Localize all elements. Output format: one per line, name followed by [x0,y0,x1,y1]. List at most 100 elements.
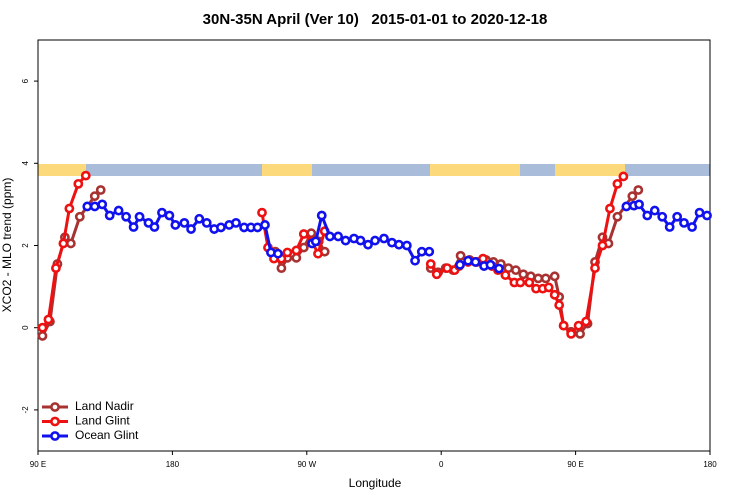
data-point [425,259,436,269]
land-band [262,164,312,176]
data-point [273,248,283,259]
data-point [370,235,380,246]
y-tick-label: 4 [21,161,30,166]
data-point [37,331,48,341]
data-point [355,235,366,246]
data-point [73,178,84,189]
land-band [555,164,625,176]
data-point [82,201,93,212]
data-point [679,217,689,228]
y-axis-label: XCO2 - MLO trend (ppm) [0,178,14,313]
data-point [485,259,496,270]
data-point [37,322,48,333]
y-tick-label: 0 [21,325,30,330]
data-point [134,211,145,222]
data-point [74,211,85,222]
data-point [510,265,521,276]
data-point [424,246,435,257]
x-tick-label: 180 [166,460,180,469]
data-point [605,203,615,214]
data-point [80,170,91,181]
data-point [51,263,61,274]
series-line [41,174,625,337]
land-band [38,164,86,176]
data-point [306,228,317,239]
data-point [540,273,551,284]
data-point [612,178,623,189]
data-point [186,224,196,234]
data-point [164,210,175,221]
x-tick-label: 180 [703,460,717,469]
data-point [89,191,100,202]
data-point [478,253,488,264]
data-point [149,222,160,232]
data-point [194,213,205,224]
data-point [657,211,668,222]
data-point [463,255,473,266]
data-point [58,238,69,249]
data-point [554,300,565,310]
data-point [687,222,697,232]
data-point [702,210,712,221]
data-point [216,222,226,233]
data-point [566,328,577,339]
y-tick-label: 2 [21,243,30,248]
data-point [575,328,585,339]
data-point [313,248,323,259]
data-point [316,210,327,221]
x-tick-label: 90 E [30,460,46,469]
data-point [672,211,683,222]
data-point [363,239,373,250]
data-point [64,203,75,214]
data-point [201,217,212,228]
data-point [121,211,132,222]
data-point [627,191,638,202]
legend-marker [50,416,60,427]
x-tick-label: 0 [439,460,444,469]
y-tick-label: -2 [21,406,30,414]
data-point [543,282,554,293]
y-tick-label: 6 [21,78,30,83]
data-point [282,247,293,258]
data-point [310,236,321,247]
data-point [431,269,442,280]
data-point [252,222,263,233]
series-line [41,188,640,337]
data-point [581,316,591,327]
data-point [231,217,241,228]
legend-label: Ocean Glint [75,428,139,442]
data-point [128,222,139,232]
data-point [694,207,705,218]
legend-marker [50,402,60,412]
data-point [298,229,309,239]
data-point [618,171,629,182]
data-point [573,320,584,331]
data-point [634,199,644,210]
data-point [500,270,511,280]
data-point [333,231,344,242]
data-point [95,185,106,195]
data-point [104,210,115,221]
data-point [549,271,560,282]
data-point [597,240,608,251]
data-point [621,201,632,212]
data-point [642,210,653,221]
data-point [633,185,644,195]
legend-label: Land Nadir [75,399,134,413]
data-point [379,233,389,244]
data-point [549,289,560,300]
data-point [260,220,270,230]
x-tick-label: 90 W [297,460,316,469]
data-point [401,240,412,251]
x-axis-label: Longitude [349,476,402,490]
data-point [43,314,54,325]
data-point [518,269,529,280]
data-point [97,199,108,210]
data-point [394,239,404,250]
data-point [325,231,335,242]
data-point [612,211,623,222]
data-point [410,255,420,266]
data-point [65,238,76,249]
data-point [170,220,181,230]
